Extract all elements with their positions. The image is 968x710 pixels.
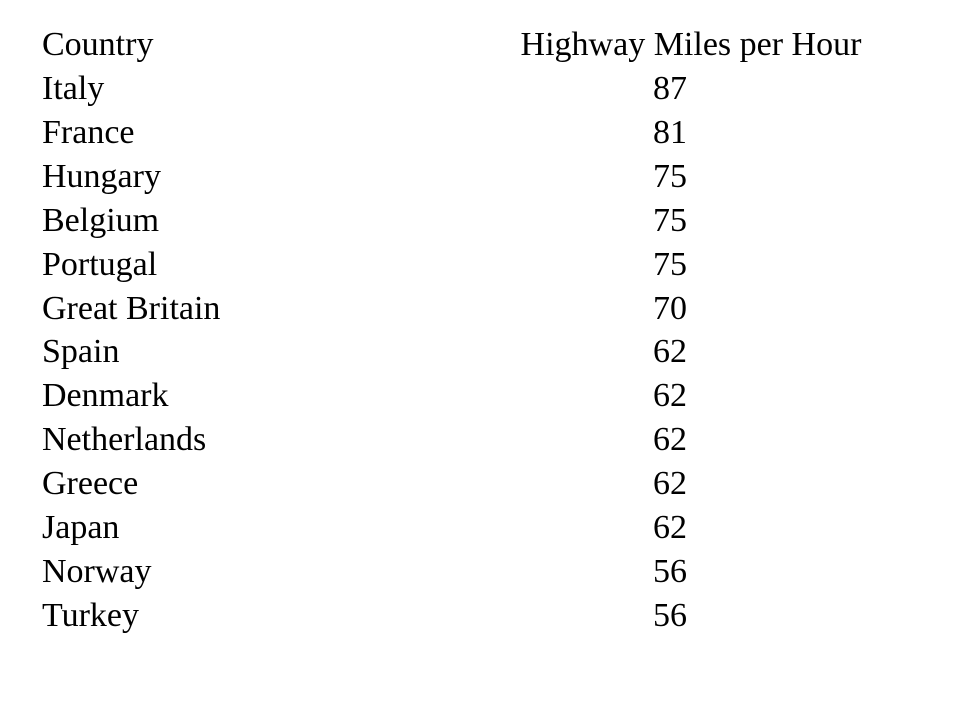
- speed-value-cell: 75: [653, 246, 687, 283]
- speed-value-cell: 62: [653, 333, 687, 370]
- country-cell: Great Britain: [42, 290, 221, 327]
- country-cell: Denmark: [42, 377, 169, 414]
- speed-value-cell: 75: [653, 158, 687, 195]
- header-highway-miles-per-hour: Highway Miles per Hour: [520, 26, 862, 63]
- speed-value-cell: 70: [653, 290, 687, 327]
- country-cell: Belgium: [42, 202, 160, 239]
- country-cell: Japan: [42, 509, 120, 546]
- country-cell: Turkey: [42, 597, 139, 634]
- country-cell: Portugal: [42, 246, 158, 283]
- speed-value-cell: 75: [653, 202, 687, 239]
- country-cell: Italy: [42, 70, 105, 107]
- speed-value-cell: 62: [653, 377, 687, 414]
- speed-value-cell: 62: [653, 509, 687, 546]
- country-cell: Hungary: [42, 158, 161, 195]
- country-cell: Greece: [42, 465, 139, 502]
- country-cell: Netherlands: [42, 421, 207, 458]
- country-cell: Spain: [42, 333, 120, 370]
- speed-value-cell: 56: [653, 553, 687, 590]
- speed-value-cell: 56: [653, 597, 687, 634]
- speed-value-cell: 81: [653, 114, 687, 151]
- speed-value-cell: 87: [653, 70, 687, 107]
- country-cell: Norway: [42, 553, 152, 590]
- header-country: Country: [42, 26, 154, 63]
- speed-value-cell: 62: [653, 465, 687, 502]
- speed-value-cell: 62: [653, 421, 687, 458]
- country-cell: France: [42, 114, 135, 151]
